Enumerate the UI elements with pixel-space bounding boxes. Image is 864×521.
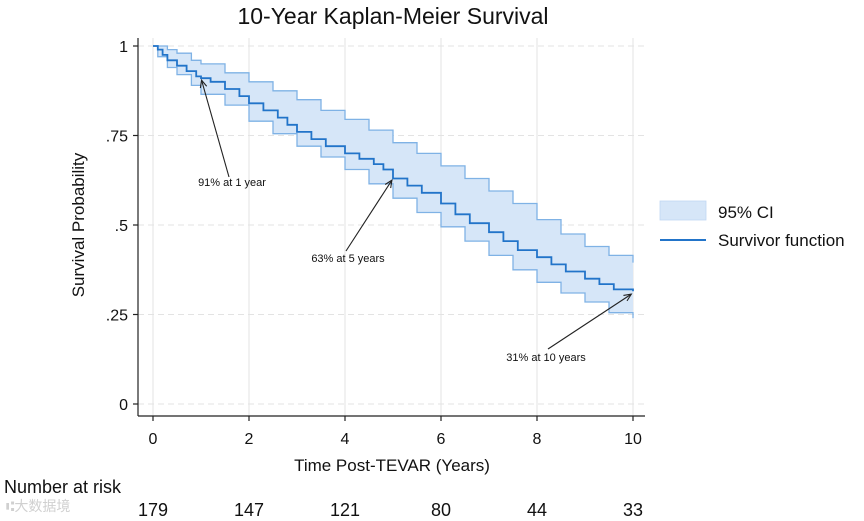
annotation-label: 31% at 10 years <box>506 352 586 364</box>
legend-survivor-label: Survivor function <box>718 231 845 250</box>
x-tick-label: 8 <box>533 431 542 448</box>
y-axis-label: Survival Probability <box>69 152 88 297</box>
number-at-risk-label: Number at risk <box>4 477 122 497</box>
watermark: ⑆大数据境 <box>6 498 71 514</box>
risk-count: 121 <box>329 500 361 520</box>
annotation-arrow <box>201 79 230 178</box>
risk-count: 179 <box>137 500 169 520</box>
x-tick-label: 10 <box>624 431 642 448</box>
annotation-label: 91% at 1 year <box>198 177 266 189</box>
y-tick-label: 0 <box>119 397 128 414</box>
annotation-arrow <box>547 293 632 350</box>
x-tick-label: 2 <box>245 431 254 448</box>
x-tick-label: 0 <box>149 431 158 448</box>
ci-upper-line <box>153 45 634 263</box>
survivor-function-line <box>153 45 634 292</box>
legend-ci-label: 95% CI <box>718 203 774 222</box>
annotation-arrowhead <box>199 78 208 89</box>
ci-lower-line <box>153 45 634 319</box>
annotations: 91% at 1 year 63% at 5 years 31% at 10 yea… <box>198 78 633 364</box>
survival-lines <box>153 45 634 319</box>
y-tick-label: .75 <box>106 129 128 146</box>
risk-count: 80 <box>430 500 452 520</box>
legend-ci-swatch <box>659 200 707 221</box>
y-tick-label: .25 <box>106 308 128 325</box>
chart-title: 10-Year Kaplan-Meier Survival <box>237 3 548 29</box>
x-tick-label: 4 <box>341 431 350 448</box>
annotation-arrow <box>345 179 393 252</box>
y-tick-label: .5 <box>115 218 128 235</box>
legend: 95% CI Survivor function <box>659 200 845 250</box>
annotation-label: 63% at 5 years <box>311 253 385 265</box>
ci-band-area <box>153 46 633 319</box>
x-tick-label: 6 <box>437 431 446 448</box>
annotation-arrowhead <box>623 293 633 302</box>
risk-count: 147 <box>233 500 265 520</box>
ci-band <box>153 46 633 319</box>
risk-count: 33 <box>622 500 644 520</box>
risk-count: 44 <box>526 500 548 520</box>
x-axis-label: Time Post-TEVAR (Years) <box>294 456 490 475</box>
annotation-arrowhead <box>384 179 393 189</box>
y-tick-label: 1 <box>119 39 128 56</box>
